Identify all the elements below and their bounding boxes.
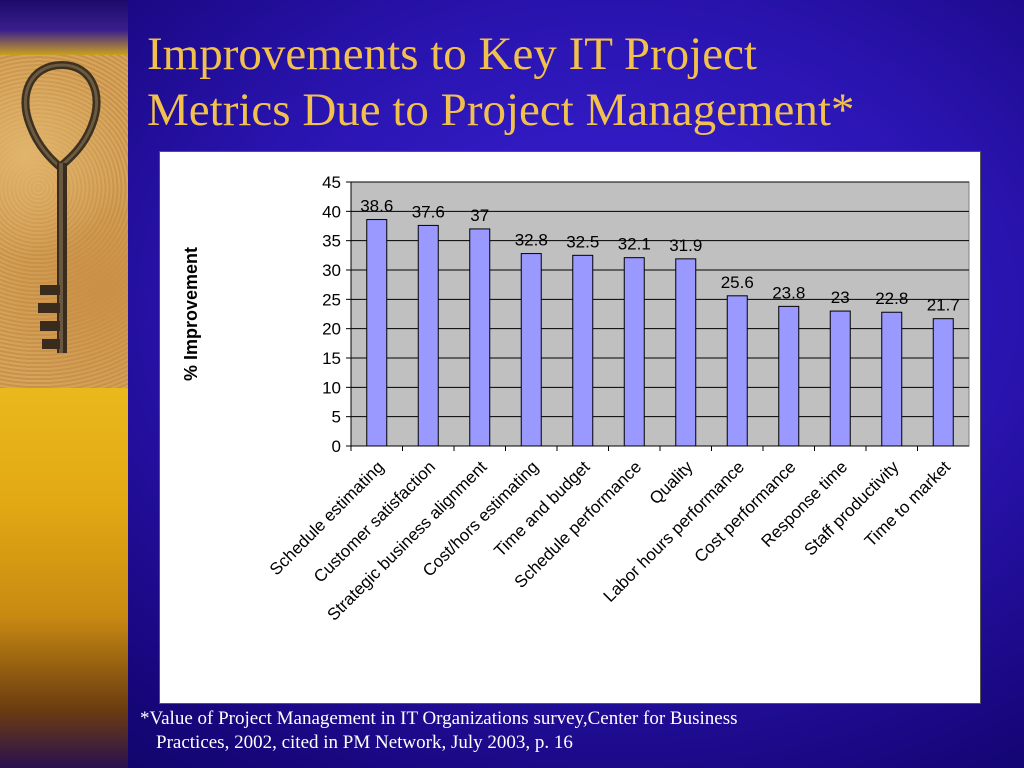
data-label: 31.9 xyxy=(669,236,702,255)
category-label: Staff productivity xyxy=(801,457,903,559)
bar xyxy=(829,310,851,447)
bars xyxy=(366,219,954,447)
bar xyxy=(469,228,491,447)
y-tick-label: 25 xyxy=(322,290,341,309)
gold-accent-bottom xyxy=(0,388,128,768)
y-axis-label: % Improvement xyxy=(181,247,201,381)
key-image xyxy=(0,55,128,388)
data-label: 37.6 xyxy=(412,202,445,221)
chart-panel: 0 5 10 15 20 25 30 35 40 45 Schedule estimating Cus… xyxy=(159,151,981,704)
y-tick-label: 30 xyxy=(322,261,341,280)
gold-accent-top xyxy=(0,0,128,55)
footnote: *Value of Project Management in IT Organ… xyxy=(140,707,1020,755)
y-tick-label: 10 xyxy=(322,378,341,397)
plot-area xyxy=(350,181,970,447)
y-tick-label: 35 xyxy=(322,232,341,251)
key-icon xyxy=(21,60,101,353)
data-label: 25.6 xyxy=(721,273,754,292)
bar xyxy=(881,311,903,447)
bar xyxy=(520,253,542,447)
footnote-line-2: Practices, 2002, cited in PM Network, Ju… xyxy=(156,732,573,753)
bar xyxy=(932,318,954,447)
title-line-1: Improvements to Key IT Project xyxy=(147,28,757,80)
bar xyxy=(417,224,439,447)
bar xyxy=(675,258,697,447)
footnote-line-1: *Value of Project Management in IT Organ… xyxy=(140,708,738,729)
data-label: 38.6 xyxy=(360,197,393,216)
bar xyxy=(623,257,645,447)
data-labels: 38.6 37.6 37 32.8 32.5 32.1 31.9 25.6 23.8 23 22.8… xyxy=(360,197,960,315)
y-tick-label: 0 xyxy=(332,437,341,456)
y-tick-label: 40 xyxy=(322,202,341,221)
y-tick-label: 5 xyxy=(332,408,341,427)
bar xyxy=(572,254,594,447)
data-label: 23 xyxy=(831,288,850,307)
data-label: 21.7 xyxy=(927,296,960,315)
bar xyxy=(726,295,748,447)
data-label: 32.1 xyxy=(618,235,651,254)
y-tick-label: 45 xyxy=(322,173,341,192)
bar xyxy=(366,219,388,447)
data-label: 22.8 xyxy=(875,289,908,308)
data-label: 32.5 xyxy=(566,232,599,251)
y-tick-label: 15 xyxy=(322,349,341,368)
slide-title: Improvements to Key IT Project Metrics D… xyxy=(147,26,1017,138)
data-label: 37 xyxy=(470,206,489,225)
title-line-2: Metrics Due to Project Management* xyxy=(147,84,855,136)
data-label: 32.8 xyxy=(515,231,548,250)
y-tick-label: 20 xyxy=(322,320,341,339)
category-label: Time and budget xyxy=(490,457,593,560)
bar xyxy=(778,305,800,447)
category-label: Quality xyxy=(646,457,697,508)
data-label: 23.8 xyxy=(772,283,805,302)
